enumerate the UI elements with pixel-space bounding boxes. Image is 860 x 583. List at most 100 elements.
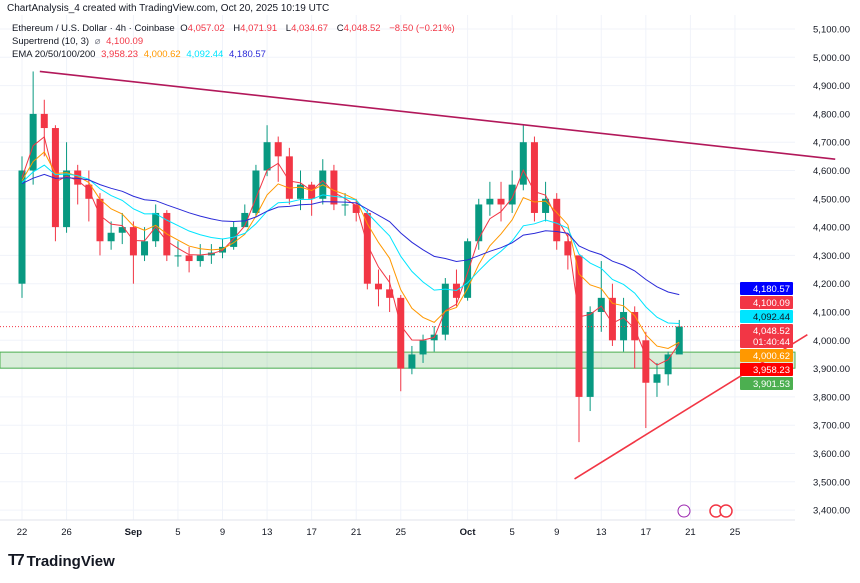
candle-body xyxy=(241,212,249,228)
price-chart[interactable]: 5,100.00 5,000.00 4,900.00 4,800.00 4,700.00… xyxy=(0,0,860,545)
price-tag: 4,180.57 xyxy=(740,282,793,295)
chart-header: ChartAnalysis_4 created with TradingView… xyxy=(7,3,330,14)
price-tag-value: 4,100.09 xyxy=(753,298,790,309)
price-tag-value: 4,000.62 xyxy=(753,351,790,362)
candle-body xyxy=(597,297,605,312)
price-tag: 3,958.23 xyxy=(740,363,793,376)
price-tag-bg xyxy=(740,363,793,376)
candle-body xyxy=(352,204,360,213)
price-tick: 4,400.00 xyxy=(813,223,850,234)
candle-body xyxy=(530,142,538,213)
time-tick: Oct xyxy=(460,527,477,538)
change-value: −8.50 (−0.21%) xyxy=(389,23,455,34)
ema50-value: 4,000.62 xyxy=(143,49,181,60)
price-tick: 4,200.00 xyxy=(813,279,850,290)
time-tick: 13 xyxy=(262,527,273,538)
price-tag-bg xyxy=(740,349,793,362)
candle-body xyxy=(263,142,271,171)
candle-body xyxy=(51,128,59,228)
price-tick: 3,600.00 xyxy=(813,449,850,460)
candle-body xyxy=(374,283,382,290)
legend-supertrend[interactable]: Supertrend (10, 3) ⌀ 4,100.09 xyxy=(12,35,458,48)
time-tick: 25 xyxy=(730,527,741,538)
ema200-value: 4,180.57 xyxy=(228,49,266,60)
time-tick: 9 xyxy=(220,527,225,538)
candle-body xyxy=(419,340,427,355)
resistance-trendline xyxy=(39,70,836,160)
price-tag-bg xyxy=(740,282,793,295)
candle-body xyxy=(586,312,594,397)
price-tick: 3,400.00 xyxy=(813,506,850,517)
close-value: 4,048.52 xyxy=(343,23,381,34)
time-tick: 17 xyxy=(641,527,652,538)
candle-body xyxy=(441,283,449,335)
candle-body xyxy=(96,198,104,242)
candle-body xyxy=(285,156,293,199)
price-tick: 5,100.00 xyxy=(813,25,850,36)
candle-body xyxy=(107,232,115,242)
price-tick: 4,100.00 xyxy=(813,308,850,319)
symbol-label: Ethereum / U.S. Dollar · 4h · Coinbase xyxy=(12,23,175,34)
open-value: 4,057.02 xyxy=(187,23,225,34)
legend: Ethereum / U.S. Dollar · 4h · Coinbase O… xyxy=(12,22,458,61)
time-tick: 5 xyxy=(510,527,515,538)
price-tick: 3,800.00 xyxy=(813,392,850,403)
candle-body xyxy=(642,340,650,383)
candle-body xyxy=(631,312,639,341)
candle-body xyxy=(542,198,550,213)
candle-body xyxy=(519,142,527,185)
price-tick: 4,800.00 xyxy=(813,109,850,120)
price-tick: 3,700.00 xyxy=(813,421,850,432)
price-tag-value: 3,958.23 xyxy=(753,365,790,376)
candle-body xyxy=(129,227,137,256)
us-flag-event-icon[interactable] xyxy=(719,504,733,518)
time-tick: 22 xyxy=(17,527,28,538)
price-tick: 5,000.00 xyxy=(813,53,850,64)
price-tag-value: 4,092.44 xyxy=(753,312,790,323)
price-tick: 4,600.00 xyxy=(813,166,850,177)
price-tag: 3,901.53 xyxy=(740,377,793,390)
candle-body xyxy=(141,241,149,256)
price-tag: 4,000.62 xyxy=(740,349,793,362)
ema200-line xyxy=(21,173,680,296)
candle-body xyxy=(653,374,661,383)
candle-body xyxy=(397,297,405,369)
candle-body xyxy=(308,184,316,199)
candle-body xyxy=(274,142,282,157)
price-tag-bg xyxy=(740,296,793,309)
time-tick: 9 xyxy=(554,527,559,538)
candle-body xyxy=(497,198,505,205)
time-tick: Sep xyxy=(125,527,143,538)
price-tag-value: 4,180.57 xyxy=(753,284,790,295)
time-tick: 25 xyxy=(395,527,406,538)
candle-body xyxy=(408,354,416,369)
candle-body xyxy=(620,312,628,341)
candle-body xyxy=(63,170,71,228)
legend-ohlc: Ethereum / U.S. Dollar · 4h · Coinbase O… xyxy=(12,23,455,34)
candle-body xyxy=(564,241,572,256)
candle-body xyxy=(386,289,394,298)
hidden-icon[interactable]: ⌀ xyxy=(94,36,101,47)
tv-logo-icon: T7 xyxy=(8,552,25,569)
supertrend-value: 4,100.09 xyxy=(106,36,144,47)
candle-body xyxy=(363,212,371,284)
event-icon[interactable] xyxy=(677,504,691,518)
price-tag-value: 4,048.52 xyxy=(753,326,790,337)
price-tick: 4,000.00 xyxy=(813,336,850,347)
price-tag-bg xyxy=(740,377,793,390)
countdown-timer: 01:40:44 xyxy=(753,337,790,348)
candle-body xyxy=(486,198,494,205)
candle-body xyxy=(508,184,516,205)
price-tag: 4,100.09 xyxy=(740,296,793,309)
candle-body xyxy=(185,255,193,262)
price-tick: 4,900.00 xyxy=(813,81,850,92)
logo-text: TradingView xyxy=(26,552,115,570)
time-tick: 17 xyxy=(306,527,317,538)
candle-body xyxy=(664,354,672,375)
candle-body xyxy=(74,170,82,185)
candle-body xyxy=(40,113,48,129)
legend-ema[interactable]: EMA 20/50/100/200 3,958.23 4,000.62 4,09… xyxy=(12,48,458,61)
candle-body xyxy=(608,297,616,341)
ema20-value: 3,958.23 xyxy=(101,49,139,60)
ema100-line xyxy=(21,164,680,325)
